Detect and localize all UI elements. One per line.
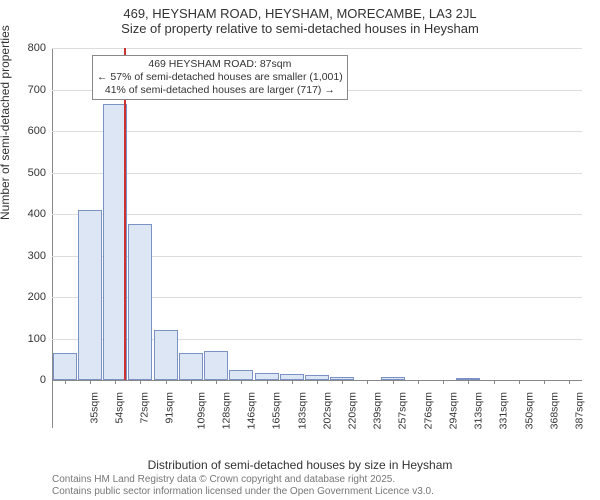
x-tick-label: 35sqm	[88, 392, 100, 424]
x-tick-label: 109sqm	[195, 392, 207, 429]
x-tick-mark	[367, 380, 368, 384]
x-tick-mark	[65, 380, 66, 384]
histogram-bar	[229, 370, 253, 380]
histogram-bar	[78, 210, 102, 380]
x-tick-mark	[544, 380, 545, 384]
x-tick-mark	[519, 380, 520, 384]
histogram-plot: 010020030040050060070080035sqm54sqm72sqm…	[52, 48, 582, 428]
x-tick-label: 294sqm	[447, 392, 459, 429]
x-tick-mark	[342, 380, 343, 384]
x-tick-label: 239sqm	[372, 392, 384, 429]
x-tick-label: 387sqm	[574, 392, 586, 429]
x-tick-mark	[292, 380, 293, 384]
gridline	[52, 48, 582, 49]
x-tick-label: 257sqm	[397, 392, 409, 429]
x-tick-label: 54sqm	[113, 392, 125, 424]
x-tick-label: 276sqm	[422, 392, 434, 429]
y-tick-label: 600	[28, 125, 46, 137]
y-tick-label: 300	[28, 250, 46, 262]
x-tick-mark	[191, 380, 192, 384]
y-tick-label: 400	[28, 208, 46, 220]
x-tick-mark	[569, 380, 570, 384]
x-tick-label: 183sqm	[296, 392, 308, 429]
x-tick-mark	[140, 380, 141, 384]
annotation-line-3: 41% of semi-detached houses are larger (…	[97, 84, 343, 97]
x-tick-label: 202sqm	[321, 392, 333, 429]
footer-line-2: Contains public sector information licen…	[52, 486, 590, 498]
x-tick-mark	[317, 380, 318, 384]
x-tick-label: 128sqm	[220, 392, 232, 429]
x-tick-mark	[468, 380, 469, 384]
x-tick-label: 72sqm	[139, 392, 151, 424]
y-tick-label: 200	[28, 291, 46, 303]
histogram-bar	[53, 353, 77, 380]
annotation-line-2: ← 57% of semi-detached houses are smalle…	[97, 71, 343, 84]
y-tick-label: 500	[28, 167, 46, 179]
histogram-bar	[154, 330, 178, 380]
x-tick-mark	[494, 380, 495, 384]
x-tick-label: 220sqm	[346, 392, 358, 429]
x-tick-label: 350sqm	[523, 392, 535, 429]
x-axis-label: Distribution of semi-detached houses by …	[0, 458, 600, 472]
y-axis-label: Number of semi-detached properties	[0, 25, 12, 220]
histogram-bar	[255, 373, 279, 380]
gridline	[52, 214, 582, 215]
x-tick-mark	[241, 380, 242, 384]
page-title-line-2: Size of property relative to semi-detach…	[0, 21, 600, 36]
x-tick-label: 331sqm	[498, 392, 510, 429]
x-tick-mark	[267, 380, 268, 384]
x-tick-label: 91sqm	[164, 392, 176, 424]
annotation-box: 469 HEYSHAM ROAD: 87sqm← 57% of semi-det…	[92, 55, 348, 100]
x-tick-mark	[393, 380, 394, 384]
attribution-footer: Contains HM Land Registry data © Crown c…	[52, 474, 590, 498]
x-tick-label: 313sqm	[473, 392, 485, 429]
gridline	[52, 131, 582, 132]
annotation-line-1: 469 HEYSHAM ROAD: 87sqm	[97, 58, 343, 71]
y-tick-label: 700	[28, 84, 46, 96]
x-tick-label: 368sqm	[548, 392, 560, 429]
footer-line-1: Contains HM Land Registry data © Crown c…	[52, 474, 590, 486]
histogram-bar	[128, 224, 152, 380]
page-title-line-1: 469, HEYSHAM ROAD, HEYSHAM, MORECAMBE, L…	[0, 0, 600, 21]
x-tick-label: 165sqm	[271, 392, 283, 429]
x-tick-mark	[90, 380, 91, 384]
x-tick-mark	[443, 380, 444, 384]
histogram-bar	[204, 351, 228, 380]
x-tick-mark	[115, 380, 116, 384]
x-tick-mark	[418, 380, 419, 384]
x-tick-mark	[166, 380, 167, 384]
y-tick-label: 0	[40, 374, 46, 386]
histogram-bar	[179, 353, 203, 380]
gridline	[52, 173, 582, 174]
y-tick-label: 100	[28, 333, 46, 345]
y-tick-label: 800	[28, 42, 46, 54]
x-tick-mark	[216, 380, 217, 384]
x-tick-label: 146sqm	[245, 392, 257, 429]
